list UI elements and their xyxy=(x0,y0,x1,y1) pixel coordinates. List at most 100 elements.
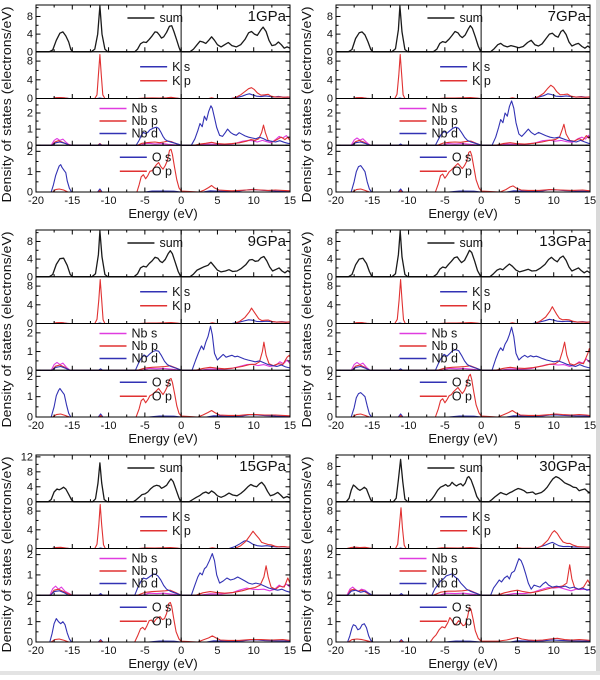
legend-label-Nb-s: Nb s xyxy=(432,552,458,566)
dos-curve-Nb-d xyxy=(336,100,591,146)
y-tick-label: 2 xyxy=(327,146,333,158)
dos-curve-K-p xyxy=(36,504,291,550)
x-tick-label: -20 xyxy=(328,420,344,432)
legend-label-sum: sum xyxy=(459,236,483,250)
dos-curve-sum xyxy=(336,5,591,53)
x-tick-label: -20 xyxy=(328,195,344,207)
y-tick-label: 2 xyxy=(27,327,33,339)
subplot-frame xyxy=(35,323,291,371)
x-tick-label: 5 xyxy=(214,420,220,432)
pressure-label: 13GPa xyxy=(539,233,586,250)
x-tick-label: -10 xyxy=(401,195,417,207)
dos-curve-O-p xyxy=(336,150,591,193)
x-tick-label: 10 xyxy=(248,195,260,207)
legend-label-Nb-d: Nb d xyxy=(432,352,458,366)
page-edge-right xyxy=(596,0,600,675)
dos-panel-svg-13GPa: Density of states (electrons/eV) 0 4 8 sum 13… xyxy=(300,229,596,446)
x-tick-label: -5 xyxy=(440,195,450,207)
x-tick-label: 0 xyxy=(478,195,484,207)
y-tick-label: 8 xyxy=(27,466,33,478)
y-tick-label: 0 xyxy=(27,187,33,199)
y-tick-label: 8 xyxy=(327,461,333,473)
legend-label-Nb-s: Nb s xyxy=(132,327,158,341)
y-tick-label: 0 xyxy=(27,365,33,377)
legend-label-Nb-d: Nb d xyxy=(432,127,458,141)
x-tick-label: 0 xyxy=(478,645,484,657)
y-axis-label: Density of states (electrons/eV) xyxy=(300,457,314,653)
x-tick-label: 10 xyxy=(548,195,560,207)
x-tick-label: -15 xyxy=(64,645,80,657)
y-tick-label: 0 xyxy=(27,496,33,508)
x-tick-label: -15 xyxy=(64,195,80,207)
y-tick-label: 4 xyxy=(327,524,333,536)
y-tick-label: 0 xyxy=(27,590,33,602)
dos-panel-30GPa: Density of states (electrons/eV) 0 4 8 sum 30… xyxy=(300,450,600,675)
dos-curve-Nb-p xyxy=(336,564,591,596)
legend-label-Nb-p: Nb p xyxy=(432,564,458,578)
x-axis-label: Energy (eV) xyxy=(128,431,197,446)
y-tick-label: 2 xyxy=(327,596,333,608)
x-axis-label: Energy (eV) xyxy=(128,656,197,671)
dos-curve-O-p xyxy=(36,601,291,643)
legend-label-O-s: O s xyxy=(152,375,171,389)
y-tick-label: 8 xyxy=(27,506,33,518)
x-tick-label: 10 xyxy=(248,420,260,432)
y-tick-label: 2 xyxy=(327,549,333,561)
dos-panel-svg-7GPa: Density of states (electrons/eV) 0 4 8 sum 7G… xyxy=(300,4,596,221)
x-tick-label: -20 xyxy=(328,645,344,657)
x-tick-label: -15 xyxy=(364,645,380,657)
y-axis-label: Density of states (electrons/eV) xyxy=(0,7,14,203)
y-tick-label: 4 xyxy=(27,524,33,536)
legend-label-Nb-p: Nb p xyxy=(432,114,458,128)
dos-curve-O-p xyxy=(36,148,291,193)
x-tick-label: -5 xyxy=(140,645,150,657)
y-tick-label: 0 xyxy=(327,187,333,199)
x-tick-label: -20 xyxy=(28,195,44,207)
y-tick-label: 0 xyxy=(327,93,333,105)
subplot-frame xyxy=(35,501,291,549)
y-tick-label: 2 xyxy=(27,146,33,158)
page-edge-bottom xyxy=(0,671,600,675)
x-tick-label: -10 xyxy=(101,420,117,432)
dos-panel-svg-15GPa: Density of states (electrons/eV) 04812sum… xyxy=(0,451,296,671)
legend-label-Nb-d: Nb d xyxy=(132,352,158,366)
dos-curve-Nb-p xyxy=(336,341,591,371)
y-tick-label: 0 xyxy=(27,140,33,152)
x-tick-label: -15 xyxy=(364,195,380,207)
dos-curve-sum xyxy=(36,5,291,53)
y-tick-label: 8 xyxy=(27,56,33,68)
subplot-frame xyxy=(335,98,591,146)
legend-label-Nb-s: Nb s xyxy=(432,102,458,116)
pressure-label: 9GPa xyxy=(248,233,287,250)
y-tick-label: 4 xyxy=(27,29,33,41)
dos-curve-O-p xyxy=(336,373,591,418)
legend-label-O-s: O s xyxy=(452,600,471,614)
legend-label-K-s: K s xyxy=(172,285,190,299)
x-axis-label: Energy (eV) xyxy=(428,656,497,671)
x-tick-label: -5 xyxy=(140,420,150,432)
y-axis-label: Density of states (electrons/eV) xyxy=(300,232,314,428)
subplot-frame xyxy=(35,51,291,99)
dos-panel-svg-30GPa: Density of states (electrons/eV) 0 4 8 sum 30… xyxy=(300,454,596,671)
x-tick-label: -10 xyxy=(101,195,117,207)
y-tick-label: 0 xyxy=(27,318,33,330)
dos-curve-Nb-p xyxy=(36,565,291,596)
dos-curve-K-p xyxy=(336,279,591,325)
y-tick-label: 0 xyxy=(327,496,333,508)
y-tick-label: 1 xyxy=(327,616,333,628)
y-tick-label: 8 xyxy=(327,56,333,68)
legend-label-O-p: O p xyxy=(452,164,472,178)
pressure-label: 7GPa xyxy=(548,8,587,25)
y-tick-label: 4 xyxy=(27,74,33,86)
legend-label-Nb-p: Nb p xyxy=(432,339,458,353)
y-tick-label: 0 xyxy=(327,271,333,283)
y-tick-label: 8 xyxy=(327,11,333,23)
y-tick-label: 8 xyxy=(327,506,333,518)
x-tick-label: -20 xyxy=(28,420,44,432)
x-axis-label: Energy (eV) xyxy=(428,206,497,221)
x-tick-label: -10 xyxy=(101,645,117,657)
y-tick-label: 1 xyxy=(327,346,333,358)
y-tick-label: 1 xyxy=(27,616,33,628)
pressure-label: 30GPa xyxy=(539,458,586,475)
legend-label-K-s: K s xyxy=(472,510,490,524)
